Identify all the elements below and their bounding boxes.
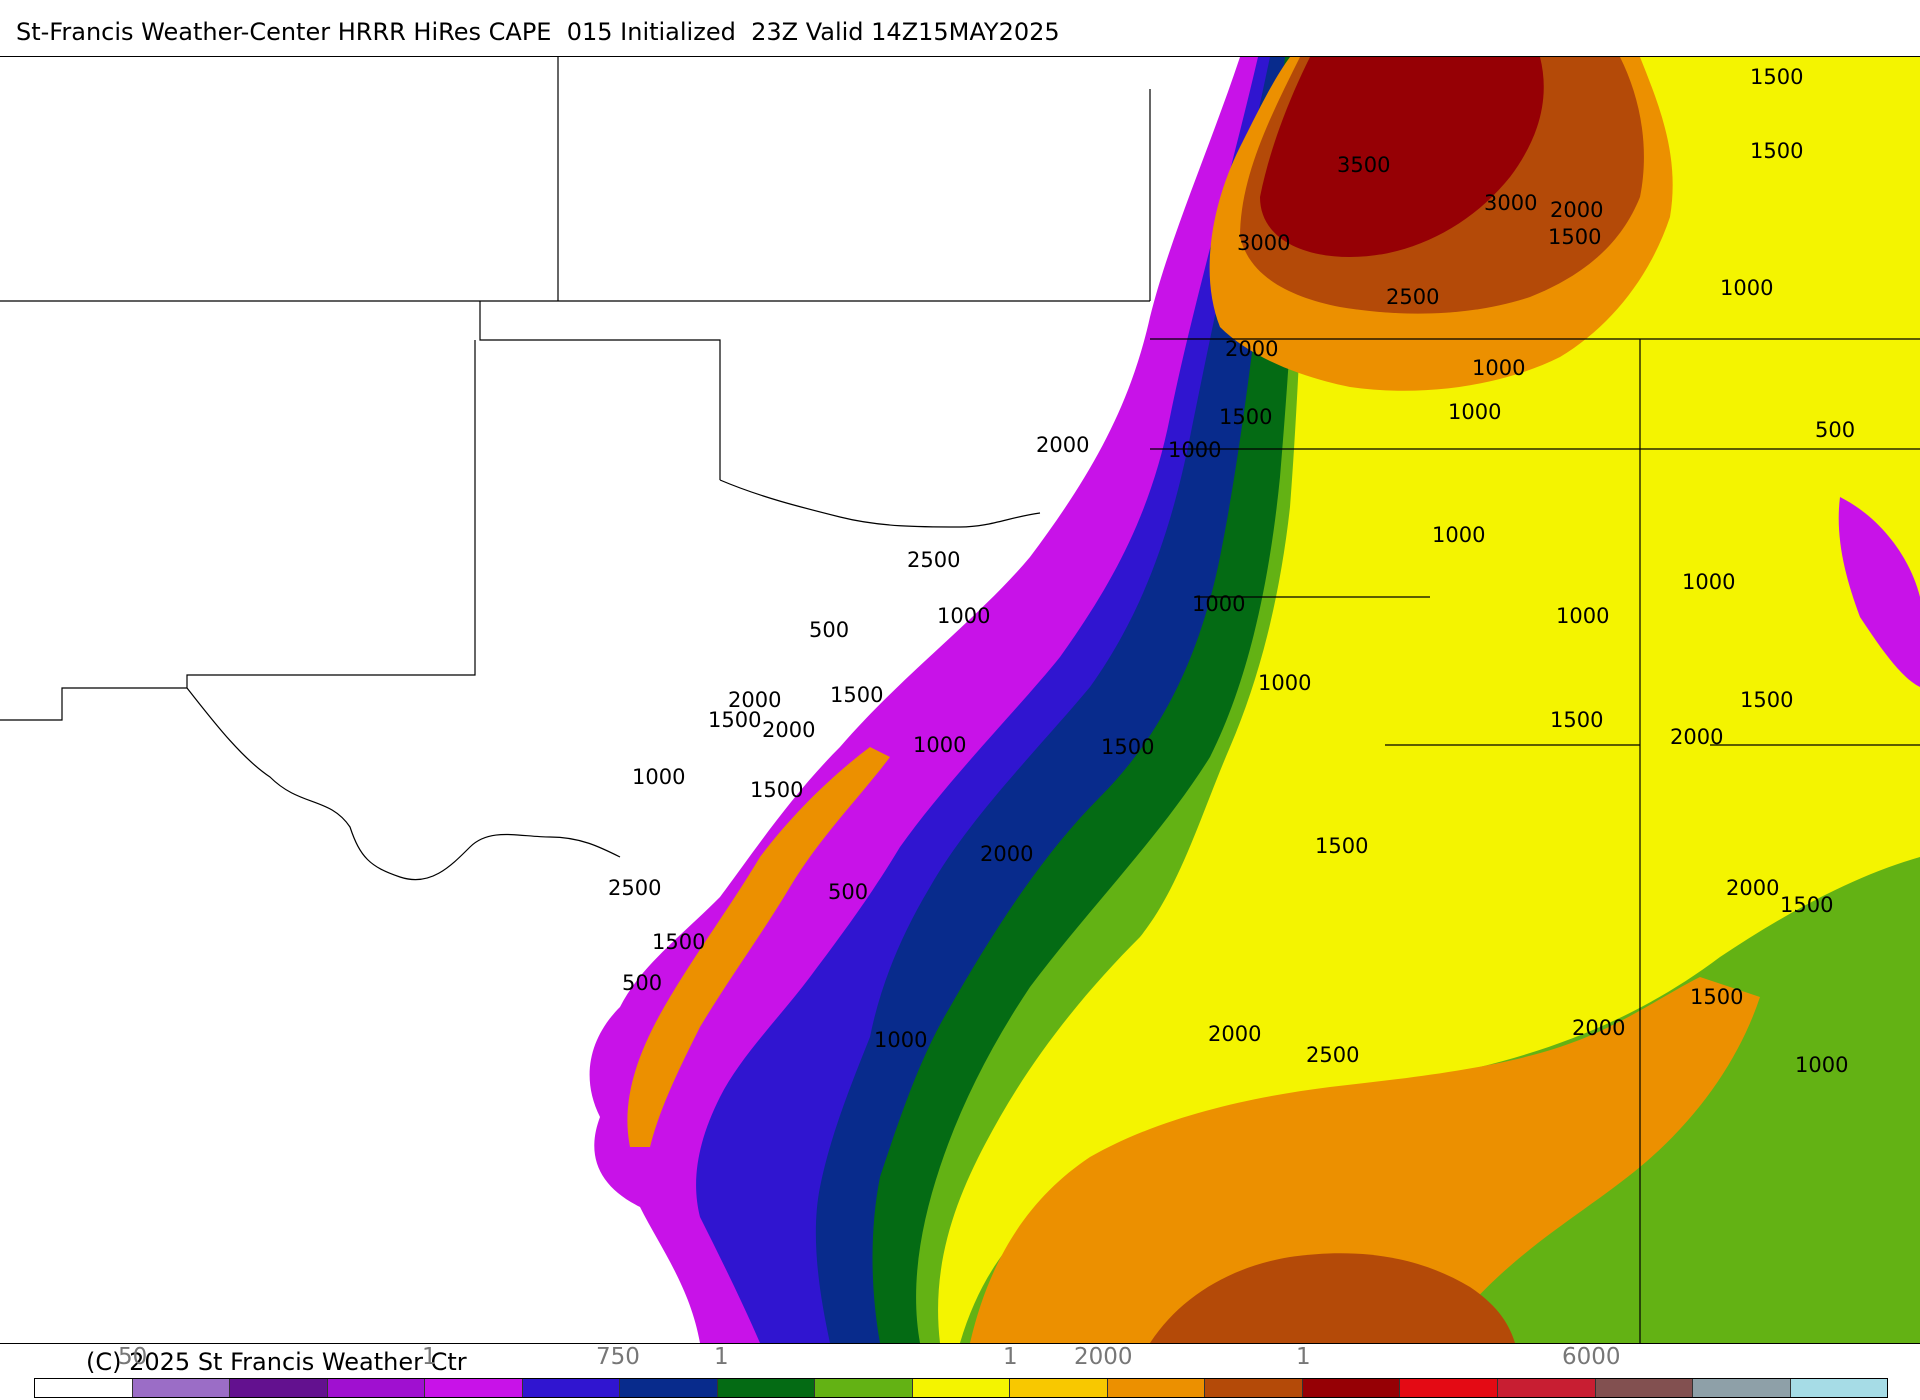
colorbar-swatch (1692, 1379, 1790, 1397)
contour-label: 1500 (1550, 708, 1603, 732)
contour-label: 2000 (1726, 876, 1779, 900)
contour-label: 2000 (1036, 433, 1089, 457)
contour-label: 2000 (762, 718, 815, 742)
colorbar-swatch (131, 1379, 230, 1397)
contour-label: 2000 (1572, 1016, 1625, 1040)
colorbar-swatch (1496, 1379, 1595, 1397)
contour-label: 1500 (1101, 735, 1154, 759)
colorbar-tick: 1 (1003, 1344, 1018, 1370)
colorbar-tick: 1 (422, 1344, 437, 1370)
contour-label: 1500 (750, 778, 803, 802)
contour-label: 1000 (937, 604, 990, 628)
contour-label: 2000 (1208, 1022, 1261, 1046)
contour-label: 500 (828, 880, 868, 904)
colorbar-swatch (1204, 1379, 1302, 1397)
contour-label: 1500 (1780, 893, 1833, 917)
colorbar-swatch (1399, 1379, 1497, 1397)
contour-label: 1000 (1556, 604, 1609, 628)
contour-label: 1000 (1720, 276, 1773, 300)
contour-label: 1000 (1448, 400, 1501, 424)
contour-label: 1500 (1750, 139, 1803, 163)
contour-label: 1000 (913, 733, 966, 757)
contour-label: 1000 (874, 1028, 927, 1052)
colorbar-tick: 750 (596, 1344, 640, 1370)
contour-label: 2500 (1386, 285, 1439, 309)
colorbar-swatch (1594, 1379, 1693, 1397)
state-boundaries (0, 57, 1920, 1343)
contour-label: 2500 (907, 548, 960, 572)
contour-label: 2000 (728, 688, 781, 712)
colorbar-tick: 2000 (1074, 1344, 1133, 1370)
contour-label: 2000 (1670, 725, 1723, 749)
contour-label: 1500 (1315, 834, 1368, 858)
contour-label: 500 (622, 971, 662, 995)
contour-label: 2000 (980, 842, 1033, 866)
colorbar-swatch (619, 1379, 717, 1397)
contour-label: 1000 (1472, 356, 1525, 380)
colorbar-swatch (521, 1379, 620, 1397)
cape-map: 3500 3000 3000 2000 1500 1500 1500 2500 … (0, 56, 1920, 1344)
contour-label: 1500 (1740, 688, 1793, 712)
colorbar-swatch (1301, 1379, 1400, 1397)
contour-label: 500 (1815, 418, 1855, 442)
colorbar-swatch (1106, 1379, 1205, 1397)
colorbar-swatch (424, 1379, 522, 1397)
colorbar-tick: 50 (118, 1344, 148, 1370)
colorbar-swatch (1009, 1379, 1107, 1397)
contour-label: 1500 (830, 683, 883, 707)
colorbar-swatch (35, 1379, 132, 1397)
colorbar-swatch (911, 1379, 1010, 1397)
contour-label: 1000 (1168, 438, 1221, 462)
contour-label: 3000 (1484, 191, 1537, 215)
contour-label: 1500 (1548, 225, 1601, 249)
colorbar-swatch (326, 1379, 425, 1397)
contour-label: 1000 (1192, 592, 1245, 616)
contour-label: 3500 (1337, 153, 1390, 177)
contour-label: 1000 (632, 765, 685, 789)
contour-label: 1500 (1690, 985, 1743, 1009)
contour-label: 1500 (1219, 405, 1272, 429)
contour-label: 2000 (1550, 198, 1603, 222)
colorbar-tick: 1 (714, 1344, 729, 1370)
contour-label: 3000 (1237, 231, 1290, 255)
contour-label: 1000 (1258, 671, 1311, 695)
contour-label: 2000 (1225, 337, 1278, 361)
contour-label: 2500 (1306, 1043, 1359, 1067)
colorbar-swatch (814, 1379, 912, 1397)
contour-label: 1000 (1795, 1053, 1848, 1077)
contour-label: 2500 (608, 876, 661, 900)
map-title: St-Francis Weather-Center HRRR HiRes CAP… (16, 18, 1060, 46)
colorbar-swatch (1789, 1379, 1888, 1397)
cape-fill (589, 57, 1920, 1343)
contour-labels: 3500 3000 3000 2000 1500 1500 1500 2500 … (608, 65, 1855, 1077)
colorbar-swatch (229, 1379, 327, 1397)
map-canvas: 3500 3000 3000 2000 1500 1500 1500 2500 … (0, 57, 1920, 1343)
contour-label: 500 (809, 618, 849, 642)
contour-label: 1500 (652, 930, 705, 954)
contour-label: 1500 (708, 708, 761, 732)
contour-label: 1500 (1750, 65, 1803, 89)
contour-label: 1000 (1432, 523, 1485, 547)
colorbar-swatch (716, 1379, 815, 1397)
copyright-text: (C) 2025 St Francis Weather Ctr (86, 1348, 467, 1376)
contour-label: 1000 (1682, 570, 1735, 594)
colorbar-tick: 1 (1296, 1344, 1311, 1370)
colorbar-tick: 6000 (1562, 1344, 1621, 1370)
cape-colorbar (34, 1378, 1888, 1398)
